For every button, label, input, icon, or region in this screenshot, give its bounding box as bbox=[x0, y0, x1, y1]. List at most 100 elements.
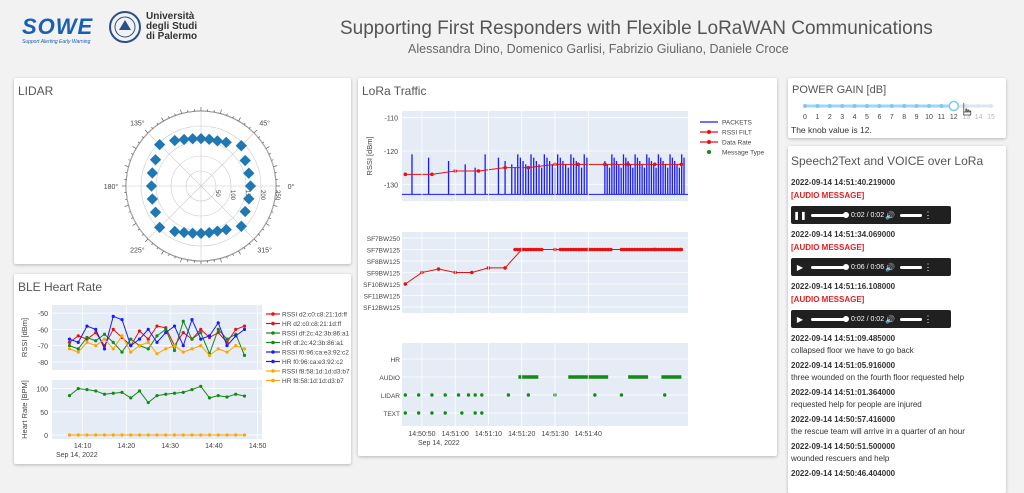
ble-hr-ylabel: Heart Rate [BPM] bbox=[20, 380, 29, 439]
pause-icon[interactable]: ❚❚ bbox=[793, 210, 807, 220]
unipa-line-3: di Palermo bbox=[146, 31, 198, 42]
lora-dr-point bbox=[521, 247, 525, 252]
volume-icon[interactable]: 🔊 bbox=[885, 262, 895, 272]
ble-point bbox=[216, 327, 220, 331]
audio-player[interactable]: ▶ 0:02 / 0:02 🔊 ⋮ bbox=[791, 310, 951, 328]
lora-msg-point bbox=[593, 393, 597, 397]
ble-legend-label: HR df:2c:42:3b:86:a1 bbox=[282, 340, 344, 347]
lora-x-tick: 14:51:40 bbox=[575, 431, 602, 438]
ble-point bbox=[111, 314, 115, 318]
ble-point bbox=[190, 337, 194, 341]
lora-dr-point bbox=[627, 247, 632, 252]
audio-progress-bar[interactable] bbox=[811, 211, 849, 218]
lora-dr-point bbox=[635, 247, 640, 252]
ble-point bbox=[85, 340, 89, 344]
lora-msg-tick: HR bbox=[391, 357, 401, 364]
speech-timestamp: 2022-09-14 14:50:51.500000 bbox=[791, 442, 896, 451]
audio-player[interactable]: ❚❚ 0:02 / 0:02 🔊 ⋮ bbox=[791, 206, 951, 224]
ble-point bbox=[164, 327, 168, 331]
ble-point bbox=[216, 347, 220, 351]
ble-point bbox=[234, 334, 238, 338]
lora-dr-point bbox=[664, 247, 669, 252]
lidar-tick bbox=[243, 122, 246, 125]
ble-point bbox=[102, 347, 107, 351]
lidar-tick bbox=[258, 233, 261, 236]
slider-step-dot bbox=[877, 104, 882, 108]
volume-bar[interactable] bbox=[900, 317, 922, 321]
lora-dr-point bbox=[513, 247, 517, 252]
lidar-tick bbox=[262, 228, 265, 231]
lidar-tick bbox=[232, 253, 234, 256]
ble-x-date: Sep 14, 2022 bbox=[56, 452, 98, 459]
ble-point bbox=[190, 318, 194, 322]
lora-dr-point bbox=[675, 247, 680, 252]
volume-icon[interactable]: 🔊 bbox=[885, 314, 895, 324]
ble-point bbox=[129, 433, 133, 437]
more-options-icon[interactable]: ⋮ bbox=[923, 209, 933, 220]
ble-point bbox=[137, 389, 142, 393]
lora-dr-point bbox=[470, 270, 474, 275]
audio-player[interactable]: ▶ 0:06 / 0:06 🔊 ⋮ bbox=[791, 258, 951, 276]
slider-tick-label: 9 bbox=[915, 114, 919, 121]
lidar-tick bbox=[132, 146, 137, 149]
volume-bar[interactable] bbox=[900, 265, 922, 269]
speech-timestamp: 2022-09-14 14:51:34.069000 bbox=[791, 230, 896, 239]
lora-dr-point bbox=[670, 247, 674, 252]
lora-dr-point bbox=[622, 247, 626, 252]
ble-hr-tick: 100 bbox=[36, 387, 48, 394]
audio-progress-bar[interactable] bbox=[811, 263, 849, 270]
lora-rssi-filt-point bbox=[476, 169, 481, 173]
lora-legend-marker bbox=[707, 150, 711, 154]
lora-sf-tick: SF12BW125 bbox=[363, 305, 400, 312]
lora-msg-tick: TEXT bbox=[383, 411, 400, 418]
ble-point bbox=[190, 387, 194, 392]
ble-point bbox=[146, 400, 150, 405]
lidar-tick bbox=[151, 243, 154, 246]
ble-point bbox=[155, 324, 159, 328]
lora-dr-point bbox=[606, 247, 610, 252]
lora-msg-point bbox=[619, 393, 624, 397]
ble-point bbox=[120, 390, 124, 394]
speech-timestamp: 2022-09-14 14:51:05.916000 bbox=[791, 361, 896, 370]
ble-point bbox=[199, 384, 203, 388]
slider-tick-label: 3 bbox=[840, 114, 844, 121]
ble-point bbox=[146, 347, 150, 351]
ble-point bbox=[242, 394, 247, 398]
lora-x-tick: 14:51:10 bbox=[475, 431, 502, 438]
lora-x-tick: 14:50:50 bbox=[408, 431, 435, 438]
lora-dr-point bbox=[590, 247, 595, 252]
lidar-point bbox=[195, 132, 207, 145]
power-gain-slider[interactable]: 0 1 2 3 4 5 6 7 8 9 10 11 12 13 14 15 bbox=[788, 78, 1006, 138]
ble-point bbox=[129, 344, 133, 348]
volume-icon[interactable]: 🔊 bbox=[885, 210, 895, 220]
ble-point bbox=[67, 340, 72, 344]
lora-legend-marker bbox=[707, 140, 711, 144]
play-icon[interactable]: ▶ bbox=[796, 262, 804, 272]
slider-step-dot bbox=[976, 104, 981, 108]
audio-progress-bar[interactable] bbox=[811, 315, 849, 322]
more-options-icon[interactable]: ⋮ bbox=[923, 261, 933, 272]
lora-dr-point bbox=[632, 247, 637, 252]
lidar-radial-label: 100 bbox=[229, 190, 235, 201]
volume-bar[interactable] bbox=[900, 213, 922, 217]
lidar-point bbox=[187, 133, 199, 145]
slider-step-dot bbox=[914, 104, 919, 108]
lidar-tick bbox=[141, 136, 144, 139]
lora-msg-plot-bg bbox=[402, 343, 688, 426]
lidar-tick bbox=[128, 159, 131, 161]
ble-point bbox=[172, 344, 177, 348]
lidar-tick bbox=[248, 126, 251, 129]
ble-legend-label: HR f0:96:ca:e3:92:c2 bbox=[282, 359, 343, 366]
lidar-tick bbox=[265, 146, 270, 149]
lidar-tick bbox=[273, 205, 278, 207]
ble-chart: -50 -60 -70 -80 100 50 0 14:10 14:20 14:30 14:40 14… bbox=[20, 305, 350, 459]
ble-point bbox=[181, 390, 185, 394]
lora-msg-tick: AUDIO bbox=[379, 375, 400, 382]
more-options-icon[interactable]: ⋮ bbox=[923, 313, 933, 324]
lora-dr-point bbox=[656, 247, 661, 252]
lora-dr-point bbox=[563, 247, 568, 252]
power-gain-card: POWER GAIN [dB] 0 1 2 3 4 5 6 7 8 9 10 11 12 13 14 15 T… bbox=[788, 78, 1006, 138]
lidar-point bbox=[220, 223, 232, 236]
slider-tick-label: 6 bbox=[877, 114, 881, 121]
play-icon[interactable]: ▶ bbox=[796, 314, 804, 324]
